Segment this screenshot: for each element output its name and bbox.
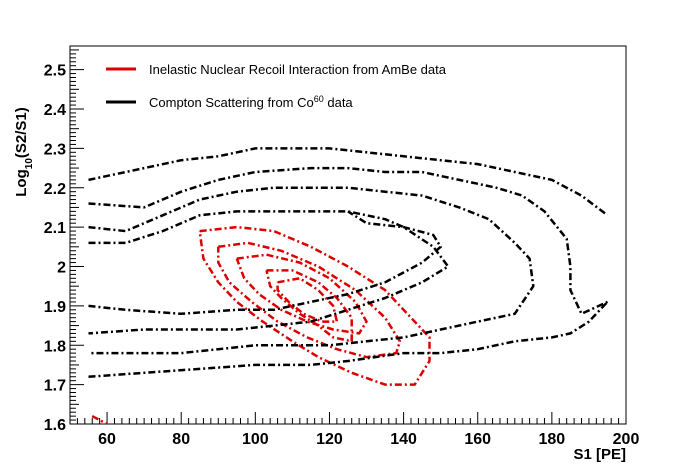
x-tick-label: 120: [316, 431, 343, 448]
x-tick-label: 80: [172, 431, 190, 448]
y-axis-title: Log10(S2/S1): [13, 107, 35, 196]
ambe-contour-line: [198, 225, 431, 386]
x-tick-label: 180: [539, 431, 566, 448]
legend-label-ambe: Inelastic Nuclear Recoil Interaction fro…: [149, 62, 447, 77]
co60-contour-line: [88, 186, 535, 355]
y-tick-label: 2.2: [44, 181, 66, 198]
ambe-contour-line: [265, 269, 353, 343]
x-tick-label: 140: [390, 431, 417, 448]
x-tick-label: 100: [242, 431, 269, 448]
axis-ticks: [69, 45, 627, 425]
x-tick-label: 160: [464, 431, 491, 448]
co60-contour-line: [88, 210, 442, 316]
contour-series: [88, 147, 609, 424]
legend: Inelastic Nuclear Recoil Interaction fro…: [106, 62, 447, 110]
x-tick-label: 60: [98, 431, 116, 448]
ambe-contour-line: [217, 241, 402, 359]
ambe-contour-line: [276, 277, 339, 323]
y-tick-label: 1.7: [44, 378, 66, 395]
y-tick-label: 2: [57, 260, 66, 277]
ambe-contour-line: [235, 253, 368, 335]
x-tick-label: 200: [613, 431, 640, 448]
ambe-contour-line: [91, 414, 108, 424]
y-tick-label: 1.6: [44, 417, 66, 434]
y-tick-label: 2.1: [44, 220, 66, 237]
y-tick-label: 2.3: [44, 141, 66, 158]
y-tick-label: 2.4: [44, 102, 66, 119]
co60-contour-line: [88, 166, 609, 316]
y-tick-label: 2.5: [44, 63, 66, 80]
y-tick-label: 1.8: [44, 338, 66, 355]
x-axis-title: S1 [PE]: [573, 446, 626, 463]
co60-contour-line: [88, 301, 609, 379]
co60-contour-line: [88, 147, 609, 217]
y-tick-label: 1.9: [44, 299, 66, 316]
legend-label-co60: Compton Scattering from Co60 data: [149, 94, 353, 110]
axis-tick-labels: 60 80 100 120 140 160 180 200 1.6 1.7 1.8 1.9 2 2.1 2.…: [44, 63, 640, 448]
